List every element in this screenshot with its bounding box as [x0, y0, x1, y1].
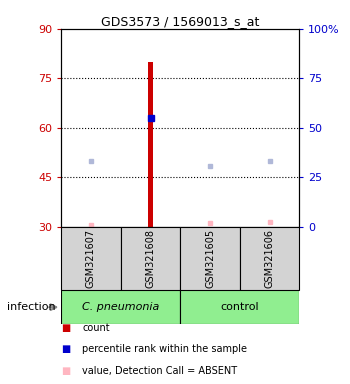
Text: GSM321607: GSM321607: [86, 229, 96, 288]
Text: count: count: [82, 323, 110, 333]
Bar: [61, 227, 121, 290]
Text: control: control: [220, 302, 259, 312]
Bar: [180, 290, 299, 324]
Text: ■: ■: [61, 366, 70, 376]
Text: GSM321605: GSM321605: [205, 229, 215, 288]
Text: infection: infection: [7, 302, 56, 312]
Bar: [148, 62, 153, 227]
Text: GSM321606: GSM321606: [265, 229, 274, 288]
Text: ■: ■: [61, 323, 70, 333]
Text: C. pneumonia: C. pneumonia: [82, 302, 160, 312]
Bar: [61, 290, 180, 324]
Title: GDS3573 / 1569013_s_at: GDS3573 / 1569013_s_at: [101, 15, 259, 28]
Bar: [240, 227, 299, 290]
Bar: [180, 227, 240, 290]
Text: percentile rank within the sample: percentile rank within the sample: [82, 344, 247, 354]
Bar: [121, 227, 180, 290]
Text: value, Detection Call = ABSENT: value, Detection Call = ABSENT: [82, 366, 237, 376]
Text: GSM321608: GSM321608: [146, 229, 155, 288]
Text: ■: ■: [61, 344, 70, 354]
